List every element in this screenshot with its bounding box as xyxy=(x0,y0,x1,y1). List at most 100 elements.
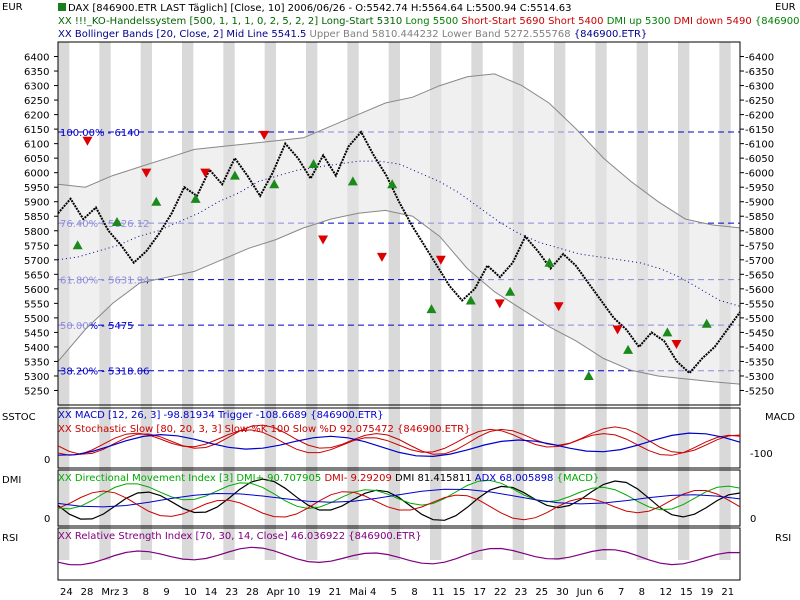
date-tick-label: 15 xyxy=(453,587,466,598)
hdr3-part: Mid Line 5541.5 xyxy=(226,29,309,40)
right-tick-label: -6400 xyxy=(745,53,774,64)
date-tick-label: 28 xyxy=(81,587,94,598)
rsi-legend: XX Relative Strength Index [70, 30, 14, … xyxy=(58,531,422,542)
short-signal-marker xyxy=(435,255,446,265)
date-tick-label: Jun xyxy=(576,587,593,598)
indicator-panel-frame xyxy=(57,469,741,527)
date-tick-label: 21 xyxy=(329,587,342,598)
left-tick-label: 6250 xyxy=(24,96,49,107)
right-tick-label: -6250 xyxy=(745,96,774,107)
macd-legend: XX MACD [12, 26, 3] -98.81934 Trigger -1… xyxy=(58,410,384,421)
dmi-leg-part: ADX 68.005898 xyxy=(475,473,557,484)
sstoc-zero-tick: 0 xyxy=(44,455,50,466)
date-stripe xyxy=(347,42,359,560)
date-tick-label: 19 xyxy=(308,587,321,598)
long-signal-marker xyxy=(269,179,280,189)
right-tick-label: -5650 xyxy=(745,270,774,281)
series-color-icon xyxy=(58,3,66,11)
lower-band-line xyxy=(57,209,741,385)
date-stripe xyxy=(140,42,153,560)
right-tick-label: -5700 xyxy=(745,256,774,267)
left-tick-label: 6350 xyxy=(24,67,49,78)
right-tick-label: -5600 xyxy=(745,285,774,296)
left-tick-label: 5250 xyxy=(24,386,49,397)
right-tick-label: -6200 xyxy=(745,111,774,122)
hdr3-part: XX Bollinger Bands [20, Close, 2] xyxy=(58,29,226,40)
right-tick-label: -5750 xyxy=(745,241,774,252)
date-stripe xyxy=(264,42,277,560)
date-tick-label: 22 xyxy=(494,587,507,598)
rsi-panel-label: RSI xyxy=(2,533,18,544)
date-stripe xyxy=(471,42,483,560)
bollinger-bands xyxy=(57,73,741,385)
right-tick-label: -5450 xyxy=(745,328,774,339)
dmi-legend: XX Directional Movement Index [3] DMI+ 9… xyxy=(58,473,599,484)
short-signal-marker xyxy=(200,168,211,178)
long-signal-marker xyxy=(623,344,634,354)
long-signal-marker xyxy=(151,196,162,206)
date-tick-label: 8 xyxy=(143,587,149,598)
dmi-leg-part: {MACD} xyxy=(557,473,600,484)
left-tick-label: 5500 xyxy=(24,314,49,325)
indicator-panel-frame xyxy=(57,407,741,469)
date-tick-label: 17 xyxy=(473,587,486,598)
rsi-line xyxy=(57,546,741,566)
hdr2-part: XX !!!_KO-Handelssystem [500, 1, 1, 1, 0… xyxy=(58,16,321,27)
short-signal-marker xyxy=(82,136,93,146)
left-tick-label: 5650 xyxy=(24,270,49,281)
dmi-line xyxy=(57,478,741,521)
adx-line xyxy=(57,488,741,508)
indicator-panel-frame xyxy=(57,527,741,581)
date-tick-label: Apr xyxy=(267,587,285,598)
date-tick-label: 21 xyxy=(721,587,734,598)
long-signal-marker xyxy=(387,179,398,189)
right-tick-label: -6350 xyxy=(745,67,774,78)
left-tick-label: 5800 xyxy=(24,227,49,238)
left-tick-label: 6100 xyxy=(24,140,49,151)
long-signal-marker xyxy=(229,170,240,180)
date-tick-label: 8 xyxy=(639,587,645,598)
left-tick-label: 6400 xyxy=(24,53,49,64)
dmi-minus-line xyxy=(57,490,741,521)
date-tick-label: 23 xyxy=(225,587,238,598)
fib-label: 100.00% - 6140 xyxy=(60,128,140,139)
left-tick-label: 6000 xyxy=(24,169,49,180)
left-tick-label: 6150 xyxy=(24,125,49,136)
date-stripe xyxy=(223,42,235,560)
bollinger-fill xyxy=(58,73,740,385)
hdr2-part: Short-Start 5690 xyxy=(461,16,548,27)
date-tick-label: 25 xyxy=(535,587,548,598)
left-tick-label: 6200 xyxy=(24,111,49,122)
short-signal-marker xyxy=(612,325,623,335)
date-tick-label: 14 xyxy=(205,587,218,598)
left-tick-label: 5300 xyxy=(24,372,49,383)
hdr3-part: Lower Band 5272.555768 xyxy=(442,29,574,40)
date-tick-label: 23 xyxy=(515,587,528,598)
left-tick-label: 6050 xyxy=(24,154,49,165)
date-tick-label: 28 xyxy=(246,587,259,598)
hdr2-part: DMI down 5490 xyxy=(674,16,755,27)
rsi-right-label: RSI xyxy=(775,533,791,544)
hdr3-part: Upper Band 5810.444232 xyxy=(310,29,442,40)
sstoc-panel-label: SSTOC xyxy=(2,412,36,423)
short-signal-marker xyxy=(494,299,505,309)
right-tick-label: -5400 xyxy=(745,343,774,354)
long-signal-marker xyxy=(190,193,201,203)
date-stripe xyxy=(430,42,442,560)
macd-line xyxy=(57,432,741,458)
hdr2-part: {846900.ETR} xyxy=(755,16,800,27)
right-tick-label: -6150 xyxy=(745,125,774,136)
price-series xyxy=(57,130,741,375)
date-tick-label: 8 xyxy=(411,587,417,598)
macd-tick: -100 xyxy=(750,449,773,460)
long-signal-marker xyxy=(347,176,358,186)
dmi-zero-tick: 0 xyxy=(44,514,50,525)
date-tick-label: 19 xyxy=(701,587,714,598)
date-tick-label: 10 xyxy=(287,587,300,598)
date-tick-label: 3 xyxy=(122,587,128,598)
right-tick-label: -6050 xyxy=(745,154,774,165)
hdr2-part: DMI up 5300 xyxy=(607,16,674,27)
date-tick-label: Mai xyxy=(349,587,367,598)
